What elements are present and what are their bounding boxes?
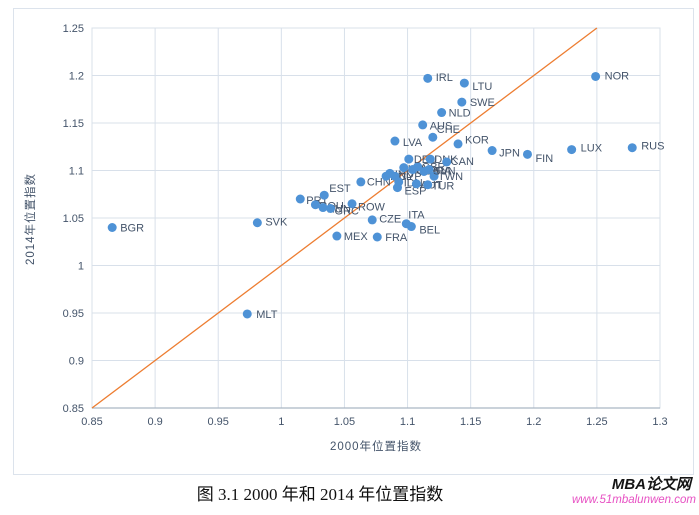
point-label-NOR: NOR [605,70,630,82]
y-axis-title: 2014年位置指数 [25,172,37,266]
data-point-JPN [487,146,497,156]
data-point-FRA [372,232,382,242]
data-point-EST [319,190,329,200]
point-label-FRA: FRA [385,232,408,244]
data-point-BEL [406,222,416,232]
data-point-HUN [318,203,328,213]
y-tick-label: 1.25 [63,23,84,35]
data-point-GRC [326,204,336,213]
data-point-ESP [392,183,402,193]
x-tick-label: 1.05 [334,416,355,428]
data-point-LVA [390,136,400,146]
data-point-SWE [457,97,467,107]
point-label-RUS: RUS [641,141,664,153]
x-tick-label: 1.3 [652,416,667,428]
point-label-MLT: MLT [256,309,277,321]
point-label-MEX: MEX [344,231,369,243]
watermark-url: www.51mbalunwen.com [571,494,696,506]
data-point-SVN [424,165,434,175]
point-label-FIN: FIN [535,153,553,165]
point-label-LTU: LTU [472,81,492,93]
data-point-PRT [295,194,305,204]
data-point-MEX [332,231,342,241]
point-label-IRL: IRL [436,72,453,84]
data-point-ROW [347,199,357,209]
data-point-DNK [425,154,435,164]
point-label-SWE: SWE [470,97,495,109]
data-point-RUS [627,143,637,153]
data-point-CZE [367,215,377,225]
y-tick-label: 1 [78,261,84,273]
point-label-LUX: LUX [581,142,603,154]
data-point-TUR [423,180,433,190]
point-label-BEL: BEL [419,224,440,236]
chart-frame [13,8,694,475]
x-tick-label: 1.1 [400,416,415,428]
point-label-SVN: SVN [433,165,456,177]
y-tick-label: 1.2 [69,71,84,83]
point-label-TUR: TUR [432,181,455,193]
x-tick-label: 1 [278,416,284,428]
y-tick-label: 1.1 [69,166,84,178]
point-label-KOR: KOR [465,135,489,147]
x-tick-label: 1.2 [526,416,541,428]
x-tick-label: 1.25 [586,416,607,428]
point-label-CAN: CAN [451,156,474,168]
data-point-AUT [411,179,421,189]
point-label-LVA: LVA [403,137,423,149]
data-point-NOR [591,71,601,81]
watermark-site-name: MBA论文网 [611,476,691,493]
data-point-CHE [428,132,438,142]
y-tick-label: 0.85 [63,403,84,415]
data-point-GBR [413,162,423,172]
data-point-FIN [522,149,532,159]
point-label-JPN: JPN [499,147,520,159]
reference-line [91,27,598,409]
data-point-IRL [423,73,433,83]
data-point-AUS [418,120,428,130]
x-tick-label: 0.85 [81,416,102,428]
point-label-CZE: CZE [379,214,401,226]
x-tick-label: 1.15 [460,416,481,428]
x-axis-title: 2000年位置指数 [329,441,423,453]
y-tick-label: 1.05 [63,213,84,225]
data-point-HRV [399,163,409,173]
point-label-EST: EST [329,183,351,195]
data-point-BGR [107,223,117,232]
data-point-LUX [567,145,577,155]
data-point-TWN [429,171,439,181]
point-label-CHE: CHE [437,124,460,136]
x-tick-label: 0.95 [208,416,229,428]
data-point-SVK [252,218,262,228]
data-point-DEU [404,154,414,164]
scatter-plot: 0.85 0.9 0.95 1 1.05 1.1 1.15 1.2 1.25 1.3 0.85 0.9… [63,23,668,428]
point-label-SVK: SVK [265,217,288,229]
y-tick-label: 0.9 [69,356,84,368]
point-label-ROW: ROW [358,202,386,214]
data-point-CHN [356,177,366,187]
data-point-CAN [442,157,452,167]
point-label-NLD: NLD [449,107,471,119]
point-label-ESP: ESP [404,185,426,197]
point-label-TWN: TWN [438,171,463,183]
data-point-LTU [459,78,469,88]
figure-caption: 图 3.1 2000 年和 2014 年位置指数 [196,485,444,504]
point-label-ITA: ITA [408,210,425,222]
y-tick-label: 1.15 [63,118,84,130]
point-label-GRC: GRC [335,205,360,217]
point-label-BGR: BGR [120,222,144,234]
data-point-NLD [437,108,447,118]
point-label-AUS: AUS [430,121,453,133]
x-tick-label: 0.9 [147,416,162,428]
y-tick-label: 0.95 [63,308,84,320]
data-point-KOR [453,139,463,149]
data-point-MLT [242,309,252,319]
data-point-ROU [310,200,320,210]
